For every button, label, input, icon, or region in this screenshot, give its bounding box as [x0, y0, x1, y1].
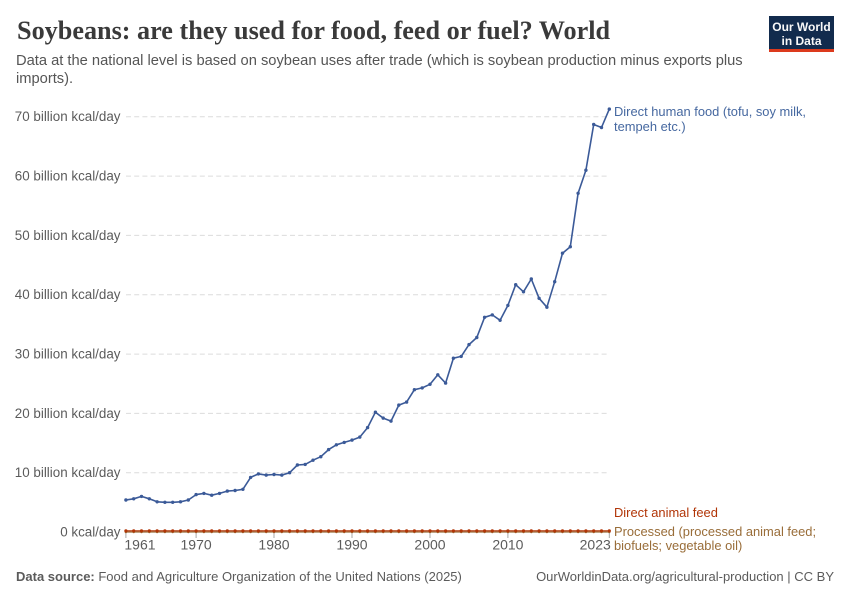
svg-text:2000: 2000 [414, 537, 445, 553]
svg-text:70 billion kcal/day: 70 billion kcal/day [15, 109, 121, 124]
svg-text:1961: 1961 [124, 537, 155, 553]
svg-text:40 billion kcal/day: 40 billion kcal/day [15, 287, 121, 302]
svg-text:0 kcal/day: 0 kcal/day [60, 524, 121, 539]
svg-text:tempeh etc.): tempeh etc.) [614, 119, 686, 134]
svg-text:50 billion kcal/day: 50 billion kcal/day [15, 228, 121, 243]
svg-text:10 billion kcal/day: 10 billion kcal/day [15, 465, 121, 480]
svg-text:60 billion kcal/day: 60 billion kcal/day [15, 169, 121, 184]
svg-text:30 billion kcal/day: 30 billion kcal/day [15, 347, 121, 362]
svg-text:1980: 1980 [258, 537, 289, 553]
svg-text:1990: 1990 [336, 537, 367, 553]
svg-text:biofuels; vegetable oil): biofuels; vegetable oil) [614, 538, 742, 553]
svg-text:Processed (processed animal fe: Processed (processed animal feed; [614, 524, 816, 539]
svg-text:1970: 1970 [181, 537, 212, 553]
svg-text:2010: 2010 [492, 537, 523, 553]
svg-text:Direct human food (tofu, soy m: Direct human food (tofu, soy milk, [614, 104, 806, 119]
svg-text:Direct animal feed: Direct animal feed [614, 505, 718, 520]
svg-text:20 billion kcal/day: 20 billion kcal/day [15, 406, 121, 421]
svg-text:2023: 2023 [580, 537, 611, 553]
